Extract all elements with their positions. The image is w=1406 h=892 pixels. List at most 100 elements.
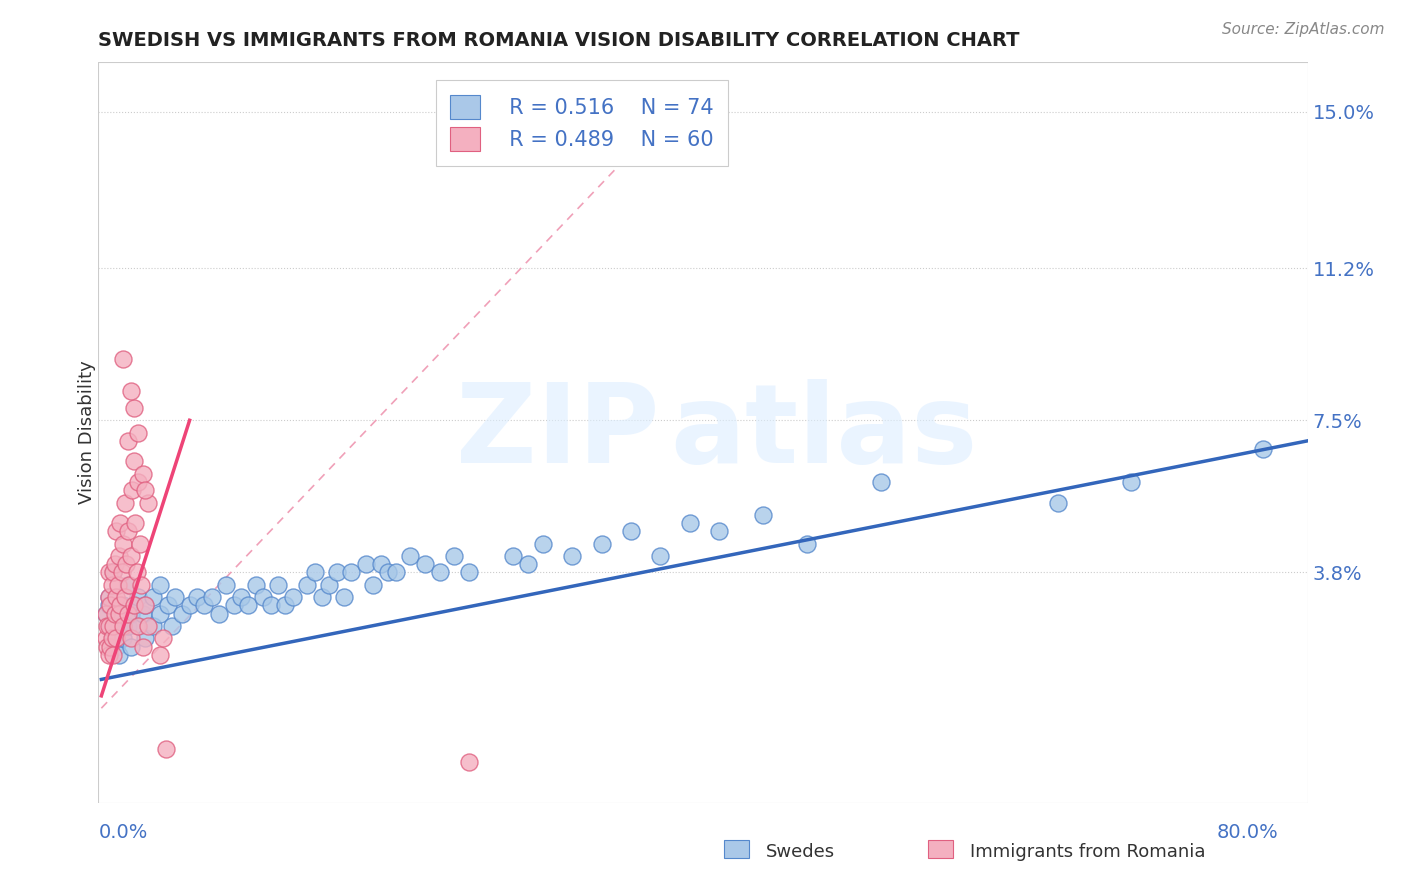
Point	[108, 607, 131, 621]
Text: 80.0%: 80.0%	[1216, 823, 1278, 842]
Point	[121, 483, 143, 498]
Point	[112, 619, 135, 633]
Point	[110, 599, 132, 613]
Point	[114, 590, 136, 604]
Point	[122, 599, 145, 613]
Point	[561, 549, 583, 563]
Point	[311, 590, 333, 604]
Point	[124, 516, 146, 530]
Point	[117, 434, 139, 448]
Point	[101, 632, 124, 646]
Point	[131, 467, 153, 481]
Point	[97, 566, 120, 580]
Point	[114, 495, 136, 509]
Point	[679, 516, 702, 530]
Point	[112, 536, 135, 550]
Point	[1253, 442, 1275, 456]
Point	[340, 566, 363, 580]
Y-axis label: Vision Disability: Vision Disability	[79, 360, 96, 505]
Point	[149, 607, 172, 621]
Point	[138, 495, 160, 509]
Point	[105, 632, 128, 646]
Point	[101, 648, 124, 662]
Point	[110, 516, 132, 530]
Point	[108, 549, 131, 563]
Point	[458, 755, 481, 769]
Point	[120, 607, 142, 621]
Point	[97, 590, 120, 604]
Point	[120, 384, 142, 399]
Point	[127, 425, 149, 440]
Point	[115, 558, 138, 572]
Point	[259, 599, 281, 613]
Point	[104, 607, 127, 621]
Point	[443, 549, 465, 563]
Point	[152, 632, 174, 646]
Point	[131, 640, 153, 654]
Point	[201, 590, 224, 604]
Point	[98, 599, 121, 613]
Point	[108, 619, 131, 633]
Point	[101, 566, 124, 580]
Point	[104, 558, 127, 572]
Point	[591, 536, 613, 550]
Point	[134, 599, 156, 613]
Point	[163, 590, 186, 604]
Point	[142, 619, 165, 633]
Point	[100, 632, 122, 646]
Point	[333, 590, 356, 604]
Point	[127, 590, 149, 604]
Point	[193, 599, 215, 613]
Point	[354, 558, 377, 572]
Point	[107, 578, 129, 592]
Point	[105, 590, 128, 604]
Point	[129, 578, 152, 592]
Point	[155, 742, 177, 756]
Point	[122, 599, 145, 613]
Point	[172, 607, 194, 621]
Point	[112, 351, 135, 366]
Point	[516, 558, 538, 572]
Point	[252, 590, 274, 604]
Point	[156, 599, 179, 613]
Point	[413, 558, 436, 572]
Text: atlas: atlas	[671, 379, 977, 486]
Point	[229, 590, 252, 604]
Point	[97, 619, 120, 633]
Point	[297, 578, 319, 592]
Point	[752, 508, 775, 522]
Point	[108, 648, 131, 662]
Point	[112, 599, 135, 613]
Point	[117, 524, 139, 539]
Point	[238, 599, 260, 613]
Point	[142, 590, 165, 604]
Text: Swedes: Swedes	[766, 843, 835, 861]
Point	[620, 524, 643, 539]
Point	[384, 566, 406, 580]
Point	[1119, 475, 1142, 489]
Point	[138, 619, 160, 633]
Point	[131, 607, 153, 621]
Point	[370, 558, 392, 572]
Point	[105, 640, 128, 654]
Point	[245, 578, 267, 592]
Point	[531, 536, 554, 550]
Point	[399, 549, 422, 563]
Point	[97, 599, 120, 613]
Point	[120, 549, 142, 563]
Text: Source: ZipAtlas.com: Source: ZipAtlas.com	[1222, 22, 1385, 37]
Point	[222, 599, 245, 613]
Point	[127, 619, 149, 633]
Point	[134, 599, 156, 613]
Text: 0.0%: 0.0%	[98, 823, 148, 842]
Point	[122, 401, 145, 415]
Point	[134, 483, 156, 498]
Point	[94, 607, 117, 621]
Point	[105, 524, 128, 539]
Point	[281, 590, 304, 604]
Point	[98, 640, 121, 654]
Point	[98, 619, 121, 633]
Point	[111, 566, 134, 580]
Point	[318, 578, 340, 592]
Point	[118, 578, 141, 592]
